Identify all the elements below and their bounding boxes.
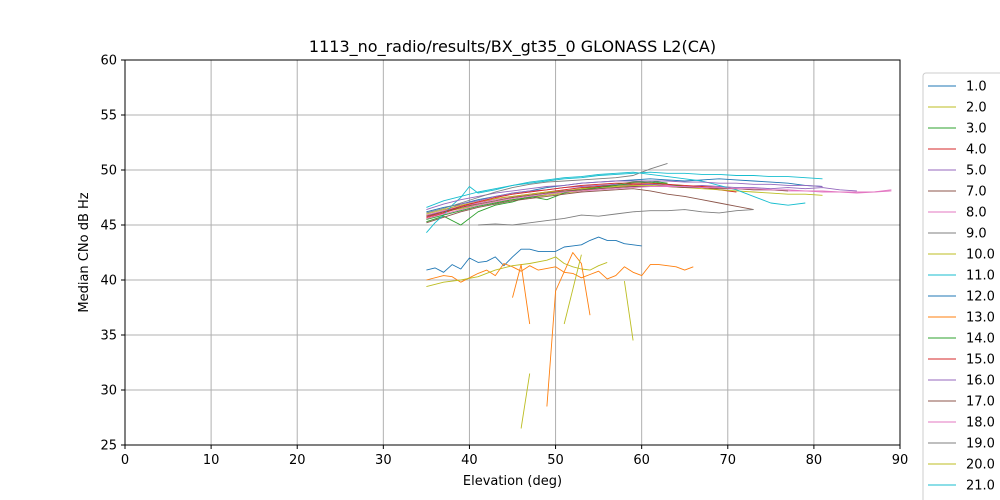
legend-label: 19.0: [966, 437, 995, 452]
legend-label: 7.0: [966, 185, 987, 200]
legend-label: 20.0: [966, 458, 995, 473]
x-tick-label: 70: [720, 453, 737, 468]
y-tick-label: 60: [100, 54, 117, 69]
series-line: [426, 236, 642, 273]
series-line: [426, 180, 823, 211]
series-line: [426, 263, 694, 283]
y-tick-label: 45: [100, 219, 117, 234]
series-line: [426, 182, 737, 218]
chart-title: 1113_no_radio/results/BX_gt35_0 GLONASS …: [309, 37, 716, 57]
legend-label: 4.0: [966, 143, 987, 158]
y-tick-label: 50: [100, 164, 117, 179]
series-line: [426, 184, 823, 215]
legend-label: 12.0: [966, 290, 995, 305]
legend-label: 2.0: [966, 101, 987, 116]
series-group: [426, 162, 892, 429]
x-tick-label: 50: [547, 453, 564, 468]
series-line: [426, 171, 823, 208]
series-line: [426, 186, 892, 219]
legend-label: 14.0: [966, 332, 995, 347]
legend-label: 13.0: [966, 311, 995, 326]
legend-label: 8.0: [966, 206, 987, 221]
legend-label: 5.0: [966, 164, 987, 179]
y-tick-label: 55: [100, 109, 117, 124]
series-line: [478, 209, 754, 226]
series-line: [426, 183, 857, 217]
series-line: [512, 264, 531, 325]
series-line: [426, 188, 754, 224]
x-tick-label: 20: [289, 453, 306, 468]
legend-label: 10.0: [966, 248, 995, 263]
x-tick-label: 0: [121, 453, 129, 468]
x-tick-label: 40: [461, 453, 478, 468]
legend-label: 21.0: [966, 479, 995, 494]
grid: [124, 59, 901, 446]
y-tick-label: 40: [100, 274, 117, 289]
x-tick-label: 90: [892, 453, 909, 468]
legend-box: [922, 72, 1000, 500]
series-line: [426, 256, 608, 288]
y-axis-title: Median CNo dB Hz: [77, 192, 92, 312]
legend-label: 16.0: [966, 374, 995, 389]
legend-label: 11.0: [966, 269, 995, 284]
legend-label: 9.0: [966, 227, 987, 242]
series-line: [623, 281, 634, 341]
y-axis: 25 30 35 40 45 50 55 60: [100, 54, 125, 454]
x-axis: 0 10 20 30 40 50 60 70 80 90: [121, 445, 908, 468]
y-tick-label: 30: [100, 384, 117, 399]
x-axis-title: Elevation (deg): [463, 474, 562, 489]
x-tick-label: 60: [633, 453, 650, 468]
series-line: [426, 162, 668, 214]
series-line: [563, 254, 582, 325]
series-line: [520, 373, 531, 429]
x-tick-label: 30: [375, 453, 392, 468]
legend-label: 17.0: [966, 395, 995, 410]
legend-label: 18.0: [966, 416, 995, 431]
legend-label: 1.0: [966, 80, 987, 95]
plot-frame: [124, 59, 901, 446]
x-tick-label: 80: [806, 453, 823, 468]
x-tick-label: 10: [203, 453, 220, 468]
y-tick-label: 35: [100, 329, 117, 344]
series-line: [426, 186, 789, 217]
legend-label: 15.0: [966, 353, 995, 368]
y-tick-label: 25: [100, 439, 117, 454]
legend: 1.0 2.0 3.0 4.0 5.0 7.0 8.0 9.0 10.0 11.0 12.0 13.0…: [922, 72, 1000, 500]
series-line: [546, 252, 591, 407]
legend-label: 3.0: [966, 122, 987, 137]
